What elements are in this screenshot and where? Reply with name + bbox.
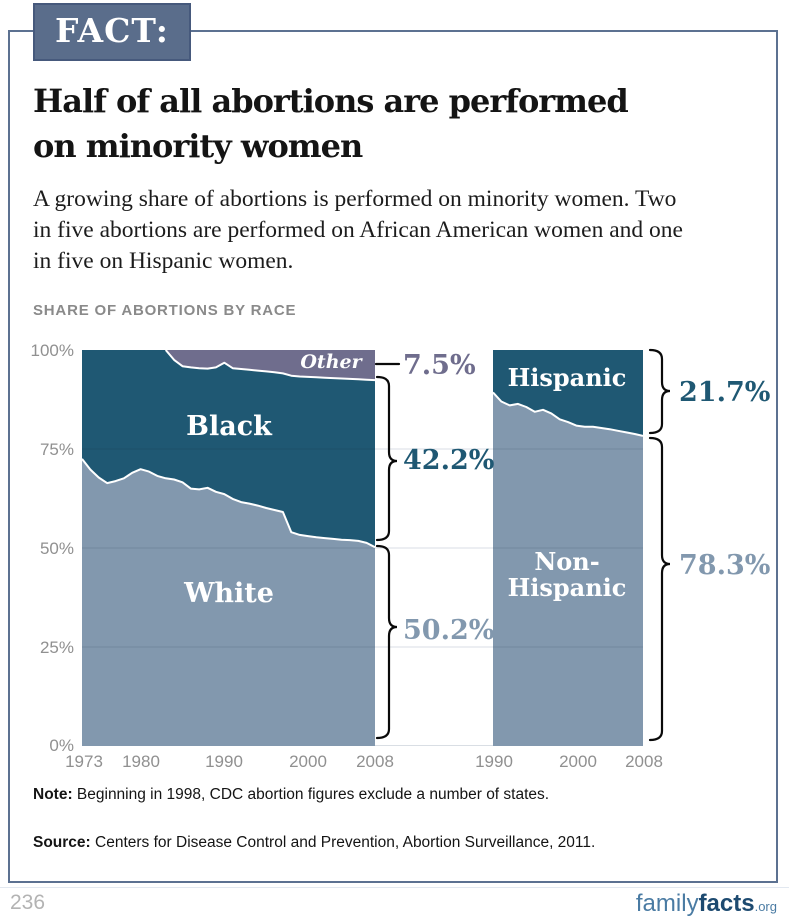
callout-hispanic-pct: 21.7%	[679, 377, 771, 408]
stacked-area-charts	[82, 350, 643, 746]
intro-line3: in five on Hispanic women.	[33, 248, 294, 274]
intro-line2: in five abortions are performed on Afric…	[33, 217, 683, 243]
chart-note: Note: Beginning in 1998, CDC abortion fi…	[33, 786, 549, 804]
intro-line1: A growing share of abortions is performe…	[33, 186, 677, 212]
y-tick-0: 0%	[49, 736, 74, 755]
familyfacts-logo: familyfacts.org	[636, 890, 777, 918]
callout-white-pct: 50.2%	[403, 615, 495, 646]
series-label-hispanic: Hispanic	[507, 363, 627, 392]
y-tick-75: 75%	[39, 440, 74, 459]
area-black	[82, 350, 375, 548]
chart-source-label: Source:	[33, 834, 91, 851]
logo-family: family	[635, 890, 699, 917]
page-number: 236	[10, 891, 46, 914]
boundary-black	[164, 350, 376, 382]
x-tick-2008: 2008	[356, 752, 394, 771]
y-tick-100: 100%	[30, 341, 74, 360]
y-tick-25: 25%	[39, 638, 74, 657]
x-tick-right-2008: 2008	[625, 752, 663, 771]
series-label-white: White	[184, 578, 274, 609]
page-title-line2: on minority women	[33, 127, 363, 165]
callout-black-pct: 42.2%	[403, 445, 495, 476]
page-title-line1: Half of all abortions are performed	[33, 82, 629, 120]
footer-divider	[0, 887, 789, 888]
logo-facts: facts	[698, 890, 755, 917]
x-tick-1980: 1980	[122, 752, 160, 771]
series-label-black: Black	[186, 411, 272, 442]
y-tick-50: 50%	[39, 539, 74, 558]
fact-badge-label: FACT:	[55, 11, 169, 50]
callout-other-pct: 7.5%	[403, 350, 476, 381]
chart-note-text: Beginning in 1998, CDC abortion figures …	[72, 786, 550, 803]
chart-note-label: Note:	[33, 786, 73, 803]
chart-source: Source: Centers for Disease Control and …	[33, 834, 595, 852]
chart-title: SHARE OF ABORTIONS BY RACE	[33, 302, 297, 319]
intro-paragraph: A growing share of abortions is performe…	[33, 184, 773, 277]
logo-org: .org	[754, 899, 777, 914]
x-tick-right-2000: 2000	[559, 752, 597, 771]
boundary-non-hispanic	[492, 391, 643, 437]
chart-source-text: Centers for Disease Control and Preventi…	[90, 834, 596, 851]
x-tick-1990: 1990	[205, 752, 243, 771]
boundary-white	[82, 458, 376, 549]
callout-non-hispanic-pct: 78.3%	[679, 550, 771, 581]
series-label-other: Other	[300, 351, 362, 373]
x-tick-2000: 2000	[289, 752, 327, 771]
series-label-non-hispanic: Non-Hispanic	[507, 547, 627, 602]
page-title: Half of all abortions are performed on m…	[33, 79, 763, 169]
x-tick-right-1990: 1990	[475, 752, 513, 771]
area-hispanic	[493, 350, 643, 436]
x-tick-1973: 1973	[65, 752, 103, 771]
area-non-hispanic	[493, 392, 643, 746]
fact-badge: FACT:	[33, 3, 191, 61]
area-white	[82, 458, 375, 746]
